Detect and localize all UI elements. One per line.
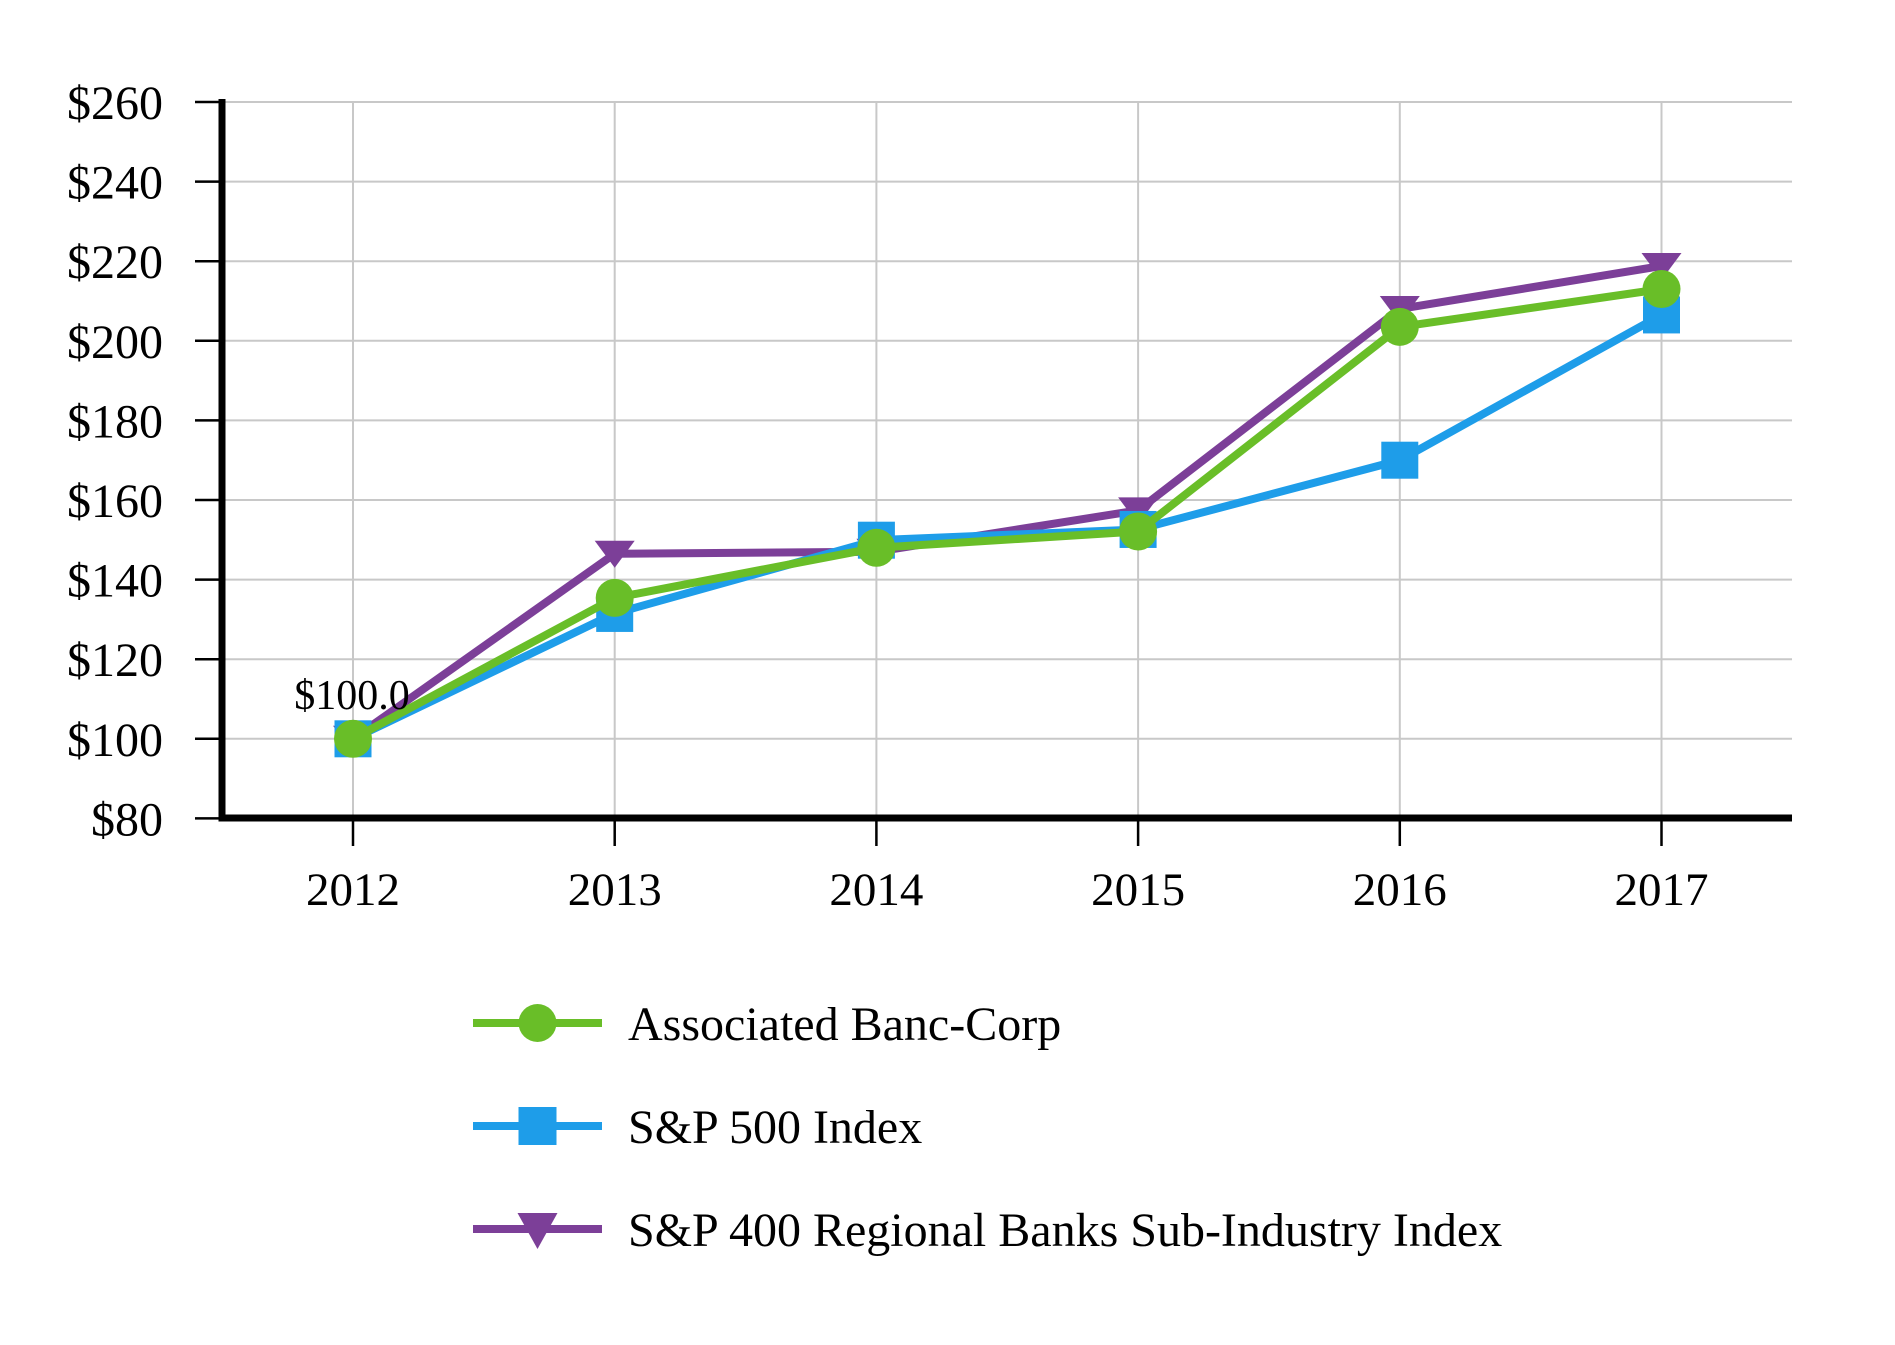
series-line (351, 285, 1663, 743)
x-tick-label: 2013 (568, 864, 662, 916)
legend-label: Associated Banc-Corp (628, 998, 1061, 1051)
circle-data-marker (1380, 307, 1419, 346)
triangle-down-data-marker (594, 540, 635, 568)
circle-data-marker (857, 528, 896, 567)
legend-item-sp500-index: S&P 500 Index (473, 1101, 922, 1154)
y-tick-label: $100 (67, 714, 163, 767)
circle-data-marker (334, 719, 372, 758)
legend-item-associated-banc-corp: Associated Banc-Corp (473, 998, 1061, 1051)
legend: Associated Banc-Corp S&P 500 Index S&P 4… (473, 998, 1502, 1257)
legend-label: S&P 400 Regional Banks Sub-Industry Inde… (628, 1204, 1502, 1257)
y-tick-label: $120 (67, 634, 163, 687)
y-tick-label: $180 (67, 395, 163, 448)
circle-data-marker (1642, 270, 1681, 309)
triangle-down-data-marker (1641, 252, 1682, 280)
x-tick-label: 2017 (1615, 864, 1709, 916)
y-tick-label: $80 (91, 793, 163, 846)
gridlines (222, 101, 1792, 815)
legend-square-marker-icon (518, 1107, 557, 1145)
axes-and-ticks (195, 99, 1792, 846)
y-tick-label: $160 (67, 475, 163, 528)
y-tick-label: $200 (67, 316, 163, 369)
first-point-annotation: $100.0 (294, 673, 410, 719)
circle-data-marker (1119, 512, 1158, 551)
axis-tick-labels: $80 $100 $120 $140 $160 $180 $200 $220 $240 $260 2… (67, 77, 1709, 916)
legend-label: S&P 500 Index (628, 1101, 922, 1154)
x-tick-label: 2015 (1091, 864, 1185, 916)
circle-data-marker (595, 578, 634, 617)
x-tick-label: 2016 (1353, 864, 1447, 916)
series-line (350, 262, 1663, 743)
data-series (333, 252, 1682, 758)
y-tick-label: $240 (67, 157, 163, 210)
legend-item-sp400-regional-banks: S&P 400 Regional Banks Sub-Industry Inde… (473, 1204, 1502, 1257)
series-line (351, 311, 1664, 743)
legend-circle-marker-icon (518, 1004, 557, 1042)
y-tick-label: $260 (67, 77, 163, 130)
square-data-marker (1381, 441, 1419, 479)
x-tick-label: 2014 (829, 864, 923, 916)
y-tick-label: $140 (67, 555, 163, 608)
y-tick-label: $220 (67, 236, 163, 289)
legend-triangle-down-marker-icon (517, 1213, 558, 1249)
x-tick-label: 2012 (306, 864, 400, 916)
triangle-down-data-marker (1118, 497, 1159, 525)
